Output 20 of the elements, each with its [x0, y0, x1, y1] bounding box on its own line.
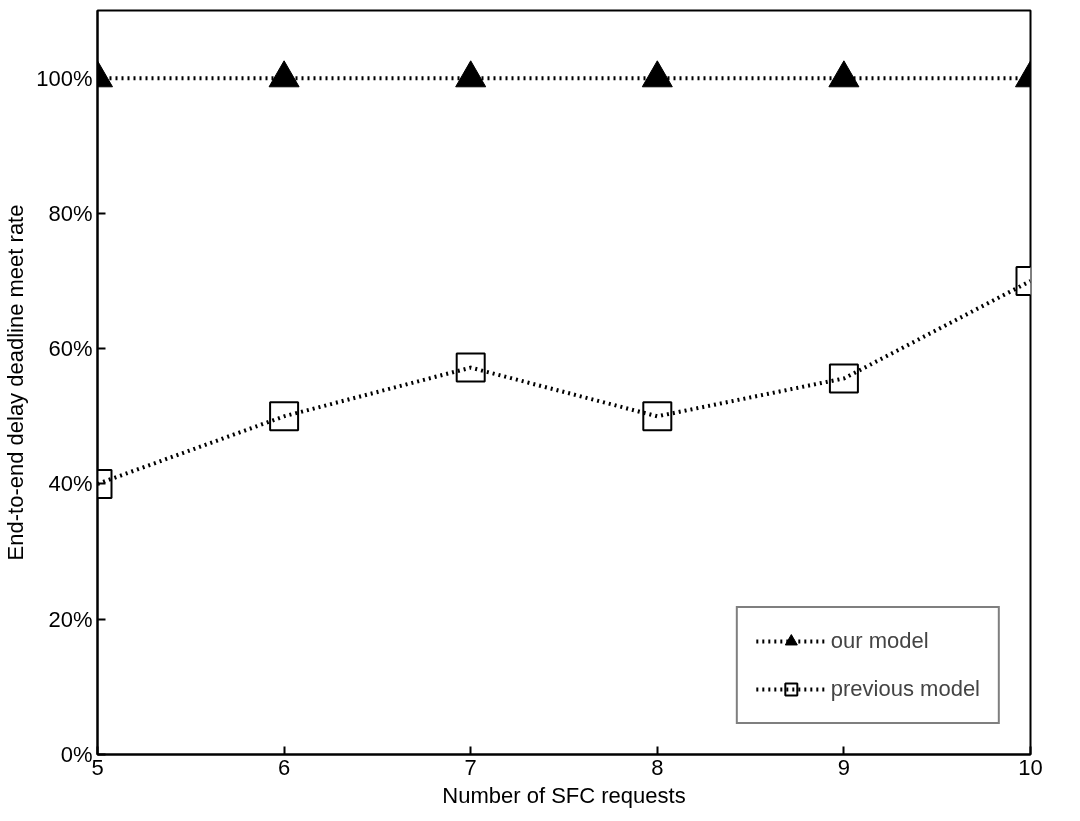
x-axis-title: Number of SFC requests — [442, 782, 686, 808]
y-tick-label: 100% — [36, 65, 93, 91]
y-axis-title: End-to-end delay deadline meet rate — [3, 204, 29, 561]
x-tick-label: 9 — [837, 754, 851, 780]
point — [455, 352, 486, 383]
x-tick-label: 8 — [651, 754, 664, 780]
x-tick-label: 5 — [91, 754, 104, 780]
y-tick-label: 0% — [60, 742, 93, 767]
point — [641, 60, 673, 88]
y-tick-label: 40% — [48, 471, 93, 497]
y-tick-label: 60% — [48, 336, 93, 362]
x-tick-label: 6 — [277, 754, 291, 780]
y-tick-label: 80% — [48, 200, 93, 226]
x-tick-label: 10 — [1018, 754, 1043, 780]
point — [642, 401, 673, 432]
y-tick-label: 20% — [48, 606, 93, 632]
x-tick-label: 7 — [464, 754, 477, 780]
point — [455, 60, 487, 88]
legend-label: our model — [830, 628, 929, 654]
legend-label: previous model — [830, 676, 980, 702]
